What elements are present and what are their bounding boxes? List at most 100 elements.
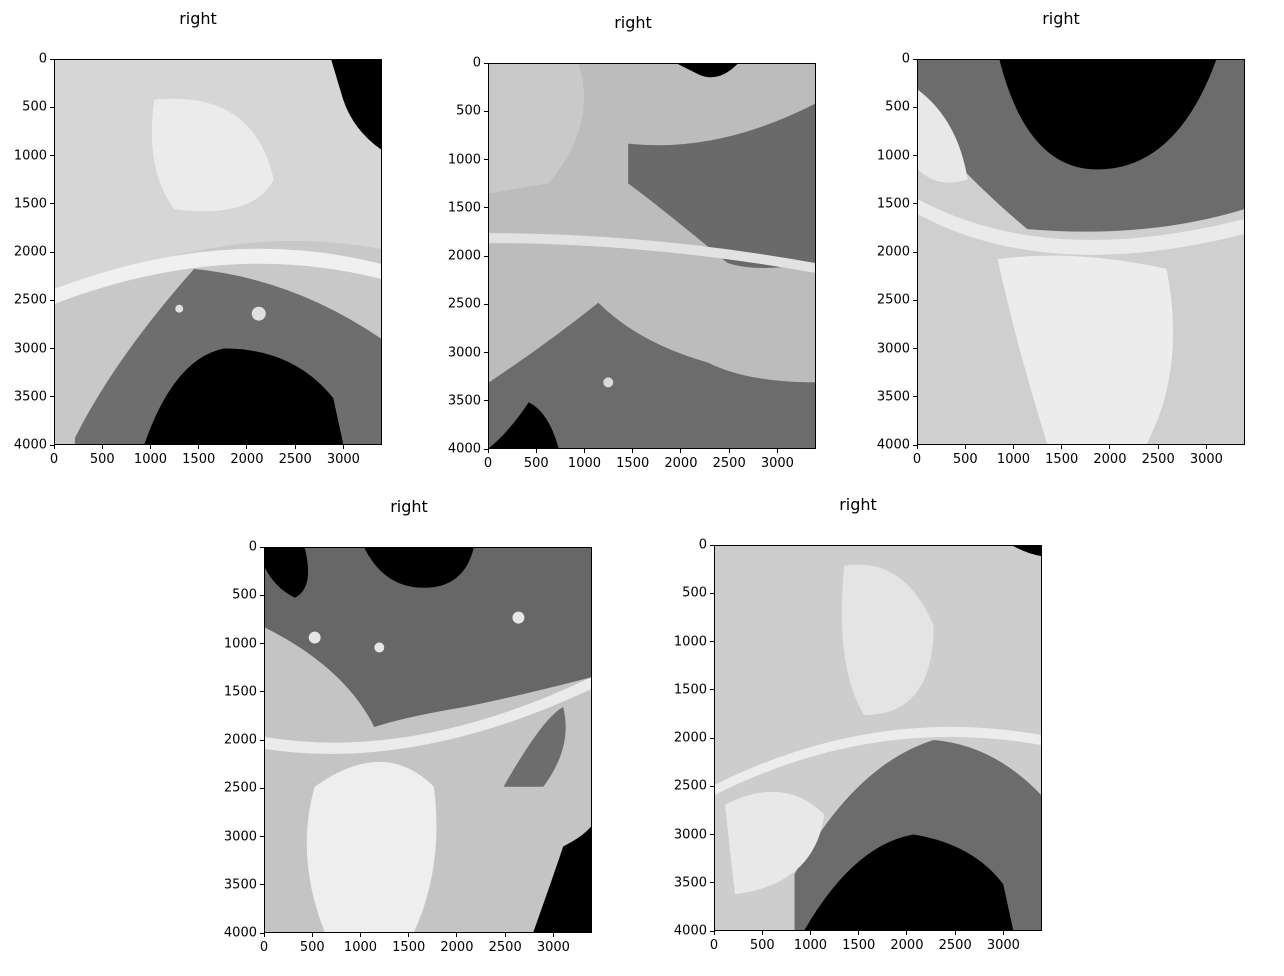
x-tick-mark: [149, 445, 151, 449]
y-tick-mark: [710, 785, 714, 787]
x-tick-mark: [906, 931, 908, 935]
x-tick-mark: [101, 445, 103, 449]
y-tick-mark: [484, 303, 488, 305]
x-tick-mark: [53, 445, 55, 449]
x-tick-label: 1500: [392, 940, 426, 955]
y-tick-label: 500: [682, 585, 707, 601]
y-tick-label: 4000: [673, 923, 707, 939]
y-tick-mark: [484, 159, 488, 160]
x-tick-mark: [680, 449, 682, 453]
y-tick-label: 2500: [876, 292, 910, 308]
y-tick-mark: [710, 834, 714, 835]
ct-slice-image: [54, 59, 382, 445]
panel-title: right: [390, 497, 428, 516]
y-tick-label: 1500: [447, 200, 481, 216]
y-tick-label: 3500: [223, 877, 257, 893]
y-tick-mark: [50, 203, 54, 205]
x-tick-label: 3000: [760, 456, 794, 471]
y-tick-mark: [260, 787, 264, 789]
y-tick-label: 0: [901, 51, 910, 67]
x-tick-label: 2000: [664, 456, 698, 471]
y-tick-mark: [260, 643, 264, 644]
y-tick-label: 2500: [13, 292, 47, 308]
ct-slice-graphic: [489, 64, 815, 448]
x-tick-mark: [342, 445, 344, 449]
x-tick-label: 0: [709, 938, 719, 953]
y-tick-label: 3500: [876, 389, 910, 405]
y-tick-mark: [710, 689, 714, 691]
y-tick-mark: [710, 592, 714, 594]
x-tick-mark: [1061, 445, 1063, 449]
x-tick-label: 3000: [986, 938, 1020, 953]
x-tick-label: 1000: [793, 938, 828, 953]
x-tick-mark: [1205, 445, 1207, 449]
y-tick-label: 2000: [673, 730, 707, 746]
x-tick-mark: [1012, 445, 1014, 449]
x-tick-mark: [858, 931, 860, 935]
x-tick-label: 2000: [230, 452, 264, 467]
x-tick-mark: [487, 449, 489, 453]
y-tick-label: 500: [885, 99, 910, 115]
x-tick-mark: [954, 931, 956, 935]
x-tick-mark: [713, 931, 715, 935]
x-tick-label: 500: [952, 452, 978, 467]
x-tick-label: 500: [749, 938, 775, 953]
y-tick-label: 2000: [876, 244, 910, 260]
y-tick-mark: [484, 448, 488, 450]
y-tick-label: 4000: [876, 437, 910, 453]
y-tick-label: 0: [698, 537, 707, 553]
x-tick-mark: [198, 445, 200, 449]
y-tick-mark: [50, 106, 54, 108]
y-tick-mark: [913, 203, 917, 205]
x-tick-label: 2500: [938, 938, 972, 953]
x-tick-mark: [632, 449, 634, 453]
y-tick-mark: [913, 348, 917, 349]
x-tick-mark: [456, 933, 458, 937]
x-tick-label: 2500: [488, 940, 522, 955]
x-tick-label: 2000: [890, 938, 924, 953]
y-tick-label: 3500: [447, 393, 481, 409]
ct-slice-image: [488, 63, 816, 449]
y-tick-mark: [913, 155, 917, 156]
y-tick-mark: [913, 106, 917, 108]
y-tick-label: 0: [248, 539, 257, 555]
y-tick-mark: [913, 396, 917, 398]
x-tick-mark: [552, 933, 554, 937]
y-tick-label: 4000: [13, 437, 47, 453]
y-tick-mark: [484, 255, 488, 257]
y-tick-label: 1500: [876, 196, 910, 212]
y-tick-mark: [913, 251, 917, 253]
x-tick-mark: [408, 933, 410, 937]
x-tick-label: 1500: [1045, 452, 1079, 467]
x-tick-mark: [504, 933, 506, 937]
x-tick-label: 3000: [536, 940, 570, 955]
x-tick-label: 500: [299, 940, 325, 955]
y-tick-label: 1000: [673, 634, 707, 649]
y-tick-label: 500: [456, 103, 481, 119]
x-tick-label: 3000: [326, 452, 360, 467]
x-tick-label: 0: [912, 452, 922, 467]
x-tick-label: 500: [523, 456, 549, 471]
x-tick-label: 2500: [712, 456, 746, 471]
x-tick-label: 500: [89, 452, 115, 467]
y-tick-label: 1500: [223, 684, 257, 700]
y-tick-label: 1500: [673, 682, 707, 698]
y-tick-mark: [913, 299, 917, 301]
y-tick-label: 3500: [673, 875, 707, 891]
x-tick-mark: [728, 449, 730, 453]
y-tick-mark: [50, 444, 54, 446]
y-tick-mark: [710, 544, 714, 546]
y-tick-label: 1500: [13, 196, 47, 212]
y-tick-label: 4000: [223, 925, 257, 941]
x-tick-mark: [1157, 445, 1159, 449]
y-tick-mark: [484, 110, 488, 112]
panel-title: right: [1042, 9, 1080, 28]
y-tick-label: 2500: [673, 778, 707, 794]
ct-slice-image: [264, 547, 592, 933]
y-tick-label: 2000: [447, 248, 481, 264]
x-tick-label: 2500: [278, 452, 312, 467]
x-tick-mark: [263, 933, 265, 937]
x-tick-mark: [583, 449, 585, 453]
y-tick-label: 2000: [13, 244, 47, 260]
y-tick-mark: [260, 836, 264, 837]
